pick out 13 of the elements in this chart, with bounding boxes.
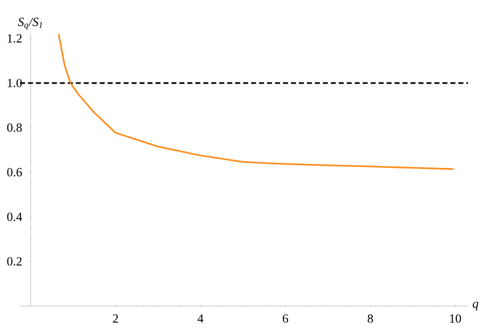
y-tick-label: 0.6 bbox=[7, 168, 22, 176]
y-tick-label: 0.4 bbox=[7, 212, 22, 222]
x-tick-label: 2 bbox=[112, 314, 118, 323]
x-tick-label: 4 bbox=[198, 314, 204, 323]
x-tick-label: 6 bbox=[282, 314, 288, 323]
x-tick-label: 10 bbox=[450, 314, 462, 323]
y-tick-label: 1.2 bbox=[8, 34, 22, 43]
line-series bbox=[58, 33, 454, 170]
y-tick-label: 0.2 bbox=[7, 257, 22, 266]
x-tick-label: 8 bbox=[368, 314, 373, 323]
y-axis-title: S$_{q}$/S$_{1}$ bbox=[18, 18, 42, 30]
y-tick-label: 0.8 bbox=[7, 123, 22, 132]
x-axis-title: q bbox=[472, 302, 478, 310]
